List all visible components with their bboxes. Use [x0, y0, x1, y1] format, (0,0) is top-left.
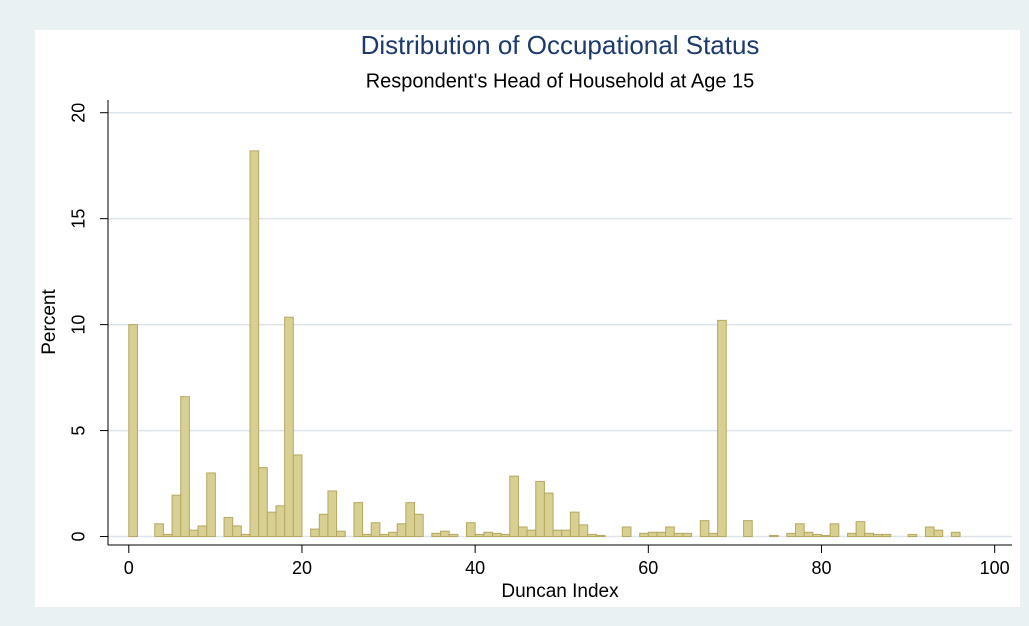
bar	[665, 526, 675, 538]
bar	[673, 532, 684, 538]
bar	[543, 492, 554, 538]
bar	[595, 534, 606, 538]
bar	[578, 524, 589, 538]
bar	[327, 490, 338, 538]
x-axis-title: Duncan Index	[501, 581, 619, 602]
bar	[924, 526, 935, 538]
bar	[266, 511, 277, 538]
bar	[396, 523, 407, 538]
y-tick-label: 0	[69, 532, 89, 542]
inner-background	[35, 30, 1020, 607]
x-tick-label: 0	[124, 558, 134, 578]
bar	[292, 454, 303, 538]
bar	[370, 522, 381, 538]
bar	[353, 502, 364, 538]
bar	[249, 150, 260, 538]
bar	[561, 529, 571, 538]
bar	[318, 513, 329, 538]
bar	[717, 319, 727, 538]
bar	[465, 522, 476, 538]
bar	[491, 532, 502, 538]
bar	[379, 533, 390, 538]
chart-subtitle: Respondent's Head of Household at Age 15	[366, 70, 755, 92]
y-tick-label: 15	[69, 209, 89, 229]
y-tick-label: 5	[69, 426, 89, 436]
bar	[284, 316, 294, 538]
bar	[128, 324, 138, 538]
bar	[509, 475, 519, 538]
bar	[526, 529, 537, 538]
bar	[708, 532, 719, 538]
bar	[310, 528, 320, 538]
bar	[154, 523, 164, 538]
bar	[258, 467, 268, 538]
x-tick-label: 40	[465, 558, 485, 578]
bar	[500, 533, 511, 538]
bar	[240, 533, 251, 538]
bar	[699, 520, 710, 538]
bar	[440, 530, 450, 538]
bar	[206, 472, 216, 538]
bar	[535, 480, 545, 538]
bar	[483, 531, 493, 538]
bar	[171, 494, 182, 538]
bar	[188, 529, 199, 538]
bar	[180, 396, 190, 538]
bar	[223, 516, 234, 538]
y-axis-title: Percent	[39, 289, 60, 355]
bar	[448, 533, 459, 538]
y-tick-label: 20	[69, 103, 89, 123]
bar	[795, 523, 805, 538]
bar	[587, 533, 597, 538]
bar	[769, 534, 779, 538]
bar	[864, 532, 874, 538]
bar	[388, 531, 398, 538]
bar	[803, 531, 814, 538]
bar	[517, 526, 528, 538]
bar	[950, 531, 961, 538]
bar	[682, 532, 693, 538]
bar	[569, 511, 580, 538]
bar	[933, 529, 944, 538]
bar	[907, 533, 918, 538]
bar	[275, 505, 286, 538]
bar	[872, 533, 883, 538]
bar	[414, 513, 424, 538]
bar	[336, 530, 346, 538]
x-tick-label: 20	[292, 558, 312, 578]
bar	[639, 532, 649, 538]
x-tick-label: 60	[638, 558, 658, 578]
bar	[855, 521, 866, 538]
bar	[786, 532, 797, 538]
x-tick-label: 80	[811, 558, 831, 578]
bar	[829, 523, 840, 538]
bar	[881, 533, 892, 538]
bar	[232, 525, 242, 538]
bar	[362, 533, 372, 538]
bar	[474, 533, 485, 538]
bar	[552, 529, 563, 538]
bar	[621, 526, 632, 538]
bar	[846, 532, 857, 538]
bar	[656, 531, 667, 538]
bar	[743, 520, 753, 538]
chart-title: Distribution of Occupational Status	[361, 30, 760, 60]
bar	[647, 531, 658, 538]
x-tick-label: 100	[980, 558, 1010, 578]
bar	[821, 534, 831, 538]
bar	[162, 533, 173, 538]
bar	[197, 525, 208, 538]
bar	[431, 532, 442, 538]
bar	[405, 502, 416, 538]
bar	[812, 533, 823, 538]
y-tick-label: 10	[69, 315, 89, 335]
